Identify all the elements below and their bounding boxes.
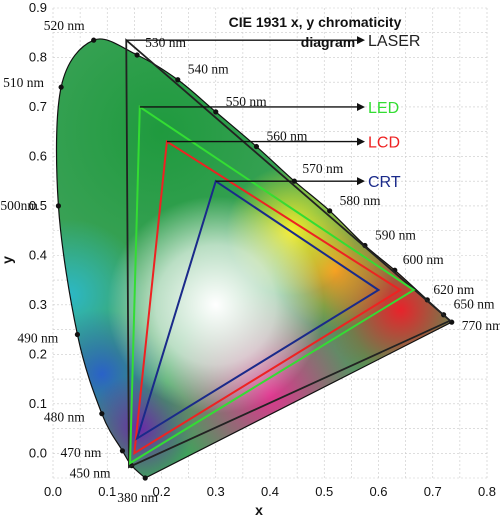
wavelength-label-590: 590 nm [375,227,416,242]
x-tick-label: 0.7 [424,484,442,499]
locus-point [213,109,219,115]
wavelength-label-490: 490 nm [17,331,58,346]
wavelength-label-530: 530 nm [145,35,186,50]
gamut-label-laser: LASER [368,33,420,50]
gamut-laser [125,38,452,469]
gamut-label-led: LED [368,100,399,117]
wavelength-label-450: 450 nm [70,466,111,481]
locus-point [327,208,333,214]
wavelength-label-600: 600 nm [403,252,444,267]
wavelength-label-380: 380 nm [117,490,158,505]
wavelength-label-550: 550 nm [226,94,267,109]
gamut-arrows [126,36,365,186]
y-tick-label: 0.1 [29,396,47,411]
x-tick-label: 0.1 [98,484,116,499]
y-tick-label: 0.8 [29,49,47,64]
wavelength-labels: 380 nm 450 nm 470 nm 480 nm 490 nm 500nm 510 n… [0,18,500,505]
wavelength-label-470: 470 nm [60,445,101,460]
y-tick-labels: 0.0 0.1 0.2 0.3 0.4 0.5 0.6 0.7 0.8 0.9 [29,0,47,460]
x-axis-title: x [255,502,263,518]
locus-point [119,448,126,454]
y-axis-title: y [0,256,15,264]
y-tick-label: 0.3 [29,297,47,312]
x-tick-label: 0.3 [207,484,225,499]
locus-point [142,475,148,481]
gamut-arrow-head [357,102,365,111]
wavelength-label-560: 560 nm [266,129,307,144]
y-tick-label: 0.0 [29,445,47,460]
y-tick-label: 0.2 [29,346,47,361]
gamut-triangles [125,38,452,469]
x-tick-label: 0.2 [152,484,170,499]
x-tick-label: 0.5 [315,484,333,499]
gamut-arrow-head [357,177,365,186]
wavelength-label-570: 570 nm [302,161,343,176]
wavelength-label-650: 650 nm [454,297,495,312]
locus-point [55,203,62,209]
gamut-lcd [133,139,403,456]
wavelength-label-510: 510 nm [3,75,44,90]
y-tick-label: 0.6 [29,148,47,163]
wavelength-label-520: 520 nm [44,18,85,33]
wavelength-label-580: 580 nm [340,193,381,208]
y-tick-label: 0.9 [29,0,47,15]
locus-point [58,84,64,90]
gamut-crt [135,179,381,441]
gamut-label-crt: CRT [368,174,401,191]
wavelength-label-620: 620 nm [433,282,474,297]
chart-title-line-1: CIE 1931 x, y chromaticity [229,14,402,30]
locus-point [91,37,97,43]
chart-title-line-2: diagram [301,34,355,50]
x-tick-labels: 0.0 0.1 0.2 0.3 0.4 0.5 0.6 0.7 0.8 [44,484,496,499]
gamut-labels: LASER LED LCD CRT [368,33,420,191]
locus-point [253,143,260,150]
locus-point [175,77,181,83]
locus-point [74,331,81,338]
wavelength-label-770: 770 nm [462,318,500,333]
x-tick-label: 0.4 [261,484,279,499]
x-tick-label: 0.0 [44,484,62,499]
locus-point [134,52,140,58]
wavelength-label-480: 480 nm [44,410,85,425]
x-tick-label: 0.8 [478,484,496,499]
wavelength-label-540: 540 nm [188,62,229,77]
y-tick-label: 0.4 [29,247,47,262]
locus-point [99,411,105,417]
y-tick-label: 0.5 [29,198,47,213]
gamut-label-lcd: LCD [368,135,400,152]
gamut-arrow-head [357,36,365,45]
gamut-led [128,105,416,465]
gamut-arrow-head [357,137,365,146]
y-tick-label: 0.7 [29,99,47,114]
wavelength-label-500: 500nm [0,198,38,213]
x-tick-label: 0.6 [369,484,387,499]
